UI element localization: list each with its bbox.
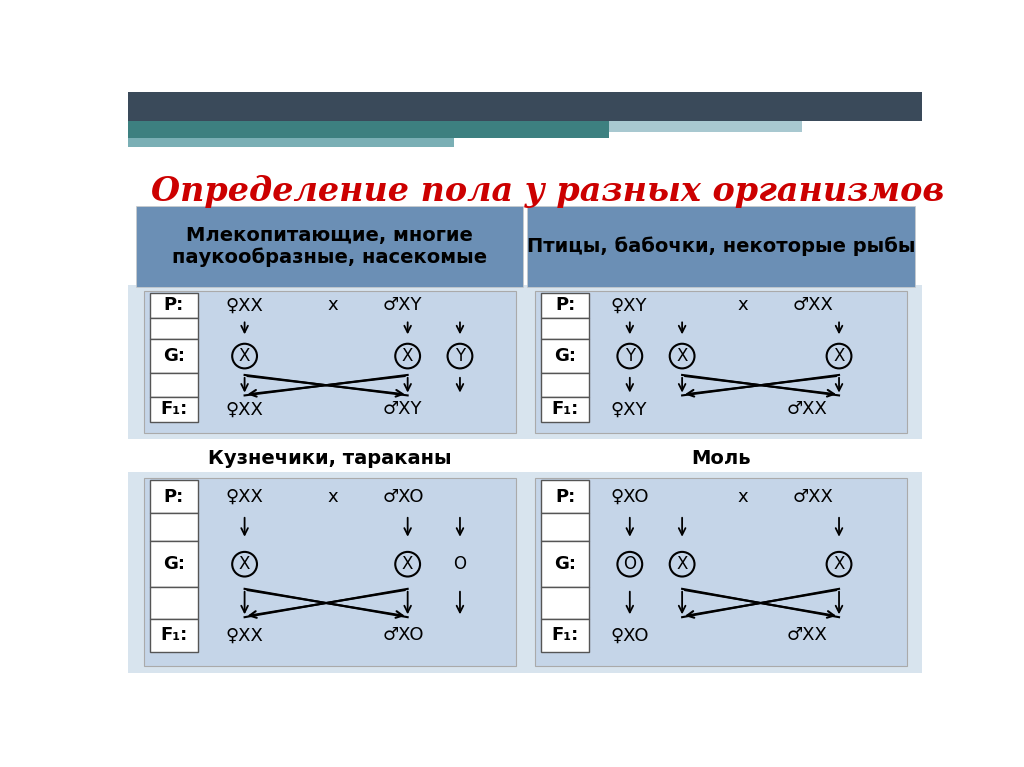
Text: X: X [834,555,845,573]
Bar [150,541,198,588]
Text: X: X [402,555,414,573]
Text: ♂XX: ♂XX [793,488,834,505]
Text: ♀XX: ♀XX [225,627,263,644]
Bar [541,619,589,652]
Bar [541,588,589,619]
Bar [143,478,515,667]
Bar [150,339,198,374]
Text: Моль: Моль [691,449,751,468]
Text: F₁:: F₁: [160,627,187,644]
Text: ♂XY: ♂XY [382,400,422,419]
Bar [128,121,608,138]
Text: Y: Y [455,347,465,365]
Text: x: x [328,297,339,314]
Text: ♂XO: ♂XO [382,488,424,505]
Bar [541,374,589,397]
Bar [541,318,589,339]
Text: X: X [834,347,845,365]
Bar [150,374,198,397]
Text: P:: P: [555,488,575,505]
Bar [535,291,907,433]
Text: ♂XY: ♂XY [382,297,422,314]
Text: O: O [454,555,467,573]
Text: X: X [677,555,688,573]
Text: G:: G: [554,555,577,573]
Text: ♀XX: ♀XX [225,400,263,419]
Bar [150,318,198,339]
Text: ♂XX: ♂XX [786,627,827,644]
Text: F₁:: F₁: [160,400,187,419]
Text: P:: P: [164,297,184,314]
Bar [527,206,914,287]
Text: G:: G: [163,555,184,573]
Bar [143,291,515,433]
Bar [128,285,922,439]
Bar [541,513,589,541]
Text: P:: P: [555,297,575,314]
Text: G:: G: [554,347,577,365]
Text: Определение пола у разных организмов: Определение пола у разных организмов [152,175,944,208]
Bar [541,339,589,374]
Text: x: x [328,488,339,505]
Bar [541,397,589,422]
Text: ♂XX: ♂XX [786,400,827,419]
Text: ♂XX: ♂XX [793,297,834,314]
Bar [535,478,907,667]
Text: X: X [239,347,250,365]
Bar [128,472,922,673]
Text: ♂XO: ♂XO [382,627,424,644]
Text: x: x [737,488,749,505]
Text: x: x [737,297,749,314]
Bar [150,513,198,541]
Bar [150,293,198,318]
Bar [150,397,198,422]
Text: Кузнечики, тараканы: Кузнечики, тараканы [208,449,452,468]
Text: G:: G: [163,347,184,365]
Text: F₁:: F₁: [552,400,579,419]
Bar [128,92,922,121]
Text: ♀XX: ♀XX [225,297,263,314]
Text: F₁:: F₁: [552,627,579,644]
Bar [136,206,523,287]
Text: O: O [624,555,636,573]
Text: X: X [239,555,250,573]
Text: ♀XY: ♀XY [610,297,647,314]
Text: ♀XY: ♀XY [610,400,647,419]
Bar [150,480,198,513]
Text: ♀XX: ♀XX [225,488,263,505]
Bar [541,541,589,588]
Text: ♀XO: ♀XO [610,627,649,644]
Bar [541,480,589,513]
Text: Млекопитающие, многие
паукообразные, насекомые: Млекопитающие, многие паукообразные, нас… [172,225,487,267]
Text: ♀XO: ♀XO [610,488,649,505]
Bar [150,619,198,652]
Text: X: X [402,347,414,365]
Text: Y: Y [625,347,635,365]
Bar [608,121,802,132]
Text: Птицы, бабочки, некоторые рыбы: Птицы, бабочки, некоторые рыбы [526,237,915,256]
Text: X: X [677,347,688,365]
Text: P:: P: [164,488,184,505]
Bar [541,293,589,318]
Bar [128,138,454,147]
Bar [150,588,198,619]
